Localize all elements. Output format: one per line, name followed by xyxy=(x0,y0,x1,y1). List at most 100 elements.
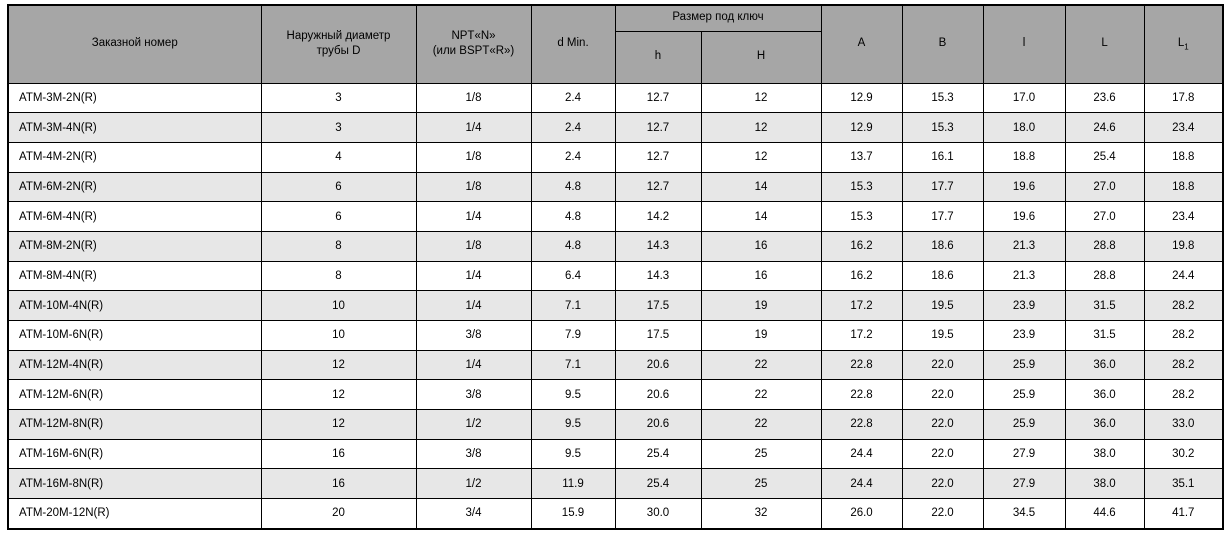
dimension-value-cell: 25.4 xyxy=(614,438,702,470)
dimension-value-cell: 1/2 xyxy=(415,468,532,500)
dimension-value-cell: 2.4 xyxy=(530,82,616,114)
dimension-value-cell: 36.0 xyxy=(1064,349,1145,381)
order-number-cell: ATM-10M-4N(R) xyxy=(7,290,262,321)
dimension-value-cell: 17.7 xyxy=(901,201,984,232)
dimension-value-cell: 17.5 xyxy=(614,290,702,321)
dimension-value-cell: 12.7 xyxy=(614,171,702,203)
dimension-value-cell: 12.9 xyxy=(820,112,903,143)
table-row: ATM-8M-4N(R) 8 1/4 6.4 14.3 16 16.2 18.6 21.3 28.… xyxy=(7,260,1224,292)
dimension-value-cell: 3/4 xyxy=(415,498,532,530)
dimension-value-cell: 19.6 xyxy=(982,171,1066,203)
dimension-value-cell: 22.0 xyxy=(901,468,984,500)
dimension-value-cell: 1/8 xyxy=(415,82,532,114)
dimension-value-cell: 36.0 xyxy=(1064,409,1145,440)
dimension-value-cell: 28.2 xyxy=(1143,379,1224,411)
table-header: Заказной номер Наружный диаметр трубы D … xyxy=(7,4,1224,84)
dimension-value-cell: 38.0 xyxy=(1064,468,1145,500)
order-number-cell: ATM-16M-8N(R) xyxy=(7,468,262,500)
table-row: ATM-20M-12N(R) 20 3/4 15.9 30.0 32 26.0 22.0 34.… xyxy=(7,498,1224,530)
header-b: B xyxy=(901,4,984,84)
dimension-value-cell: 22 xyxy=(700,409,822,440)
dimension-value-cell: 23.9 xyxy=(982,320,1066,351)
dimension-value-cell: 27.9 xyxy=(982,438,1066,470)
dimension-value-cell: 12 xyxy=(260,349,417,381)
table-row: ATM-3M-2N(R) 3 1/8 2.4 12.7 12 12.9 15.3 17.0 23.… xyxy=(7,82,1224,114)
dimension-value-cell: 26.0 xyxy=(820,498,903,530)
header-l1-subscript: 1 xyxy=(1184,42,1189,52)
dimension-value-cell: 6 xyxy=(260,171,417,203)
dimension-value-cell: 25.4 xyxy=(1064,141,1145,173)
dimension-value-cell: 31.5 xyxy=(1064,290,1145,321)
header-l-lowercase: l xyxy=(982,4,1066,84)
dimension-value-cell: 4.8 xyxy=(530,201,616,232)
dimension-value-cell: 44.6 xyxy=(1064,498,1145,530)
dimension-value-cell: 12 xyxy=(260,379,417,411)
dimension-value-cell: 24.4 xyxy=(820,438,903,470)
dimension-value-cell: 18.6 xyxy=(901,230,984,262)
dimension-value-cell: 17.2 xyxy=(820,290,903,321)
table-row: ATM-10M-6N(R) 10 3/8 7.9 17.5 19 17.2 19.5 23.9 3… xyxy=(7,320,1224,351)
dimension-value-cell: 16.1 xyxy=(901,141,984,173)
dimension-value-cell: 7.9 xyxy=(530,320,616,351)
dimension-value-cell: 14 xyxy=(700,201,822,232)
dimension-value-cell: 25 xyxy=(700,468,822,500)
dimension-value-cell: 10 xyxy=(260,320,417,351)
dimension-value-cell: 15.3 xyxy=(901,82,984,114)
fitting-dimensions-table: Заказной номер Наружный диаметр трубы D … xyxy=(7,4,1225,530)
dimension-value-cell: 22.8 xyxy=(820,349,903,381)
header-row-sub: h H xyxy=(8,30,1223,84)
dimension-value-cell: 22.8 xyxy=(820,379,903,411)
header-d-min: d Min. xyxy=(530,4,616,84)
header-wrench-size-group: Размер под ключ xyxy=(614,4,822,32)
order-number-cell: ATM-6M-4N(R) xyxy=(7,201,262,232)
dimension-value-cell: 22.0 xyxy=(901,349,984,381)
dimension-value-cell: 18.8 xyxy=(1143,171,1224,203)
dimension-value-cell: 18.8 xyxy=(1143,141,1224,173)
dimension-value-cell: 16.2 xyxy=(820,230,903,262)
dimension-value-cell: 6 xyxy=(260,201,417,232)
header-l1-base: L xyxy=(1177,37,1185,50)
dimension-value-cell: 19.5 xyxy=(901,320,984,351)
dimension-value-cell: 1/2 xyxy=(415,409,532,440)
header-l1: L1 xyxy=(1143,4,1224,84)
dimension-value-cell: 14 xyxy=(700,171,822,203)
header-row-top: Заказной номер Наружный диаметр трубы D … xyxy=(7,4,1224,84)
order-number-cell: ATM-16M-6N(R) xyxy=(7,438,262,470)
dimension-value-cell: 18.0 xyxy=(982,112,1066,143)
dimension-value-cell: 20.6 xyxy=(614,349,702,381)
order-number-cell: ATM-12M-4N(R) xyxy=(7,349,262,381)
dimension-value-cell: 27.0 xyxy=(1064,171,1145,203)
header-h-uppercase: H xyxy=(700,30,822,84)
dimension-value-cell: 14.3 xyxy=(614,260,702,292)
dimension-value-cell: 1/8 xyxy=(415,230,532,262)
header-a: A xyxy=(820,4,903,84)
table-body: ATM-3M-2N(R) 3 1/8 2.4 12.7 12 12.9 15.3 17.0 23.… xyxy=(7,82,1224,530)
table-row: ATM-16M-6N(R) 16 3/8 9.5 25.4 25 24.4 22.0 27.9 3… xyxy=(7,438,1224,470)
dimension-value-cell: 11.9 xyxy=(530,468,616,500)
dimension-value-cell: 15.3 xyxy=(820,201,903,232)
dimension-value-cell: 17.2 xyxy=(820,320,903,351)
dimension-value-cell: 16 xyxy=(260,438,417,470)
order-number-cell: ATM-8M-2N(R) xyxy=(7,230,262,262)
table-row: ATM-16M-8N(R) 16 1/2 11.9 25.4 25 24.4 22.0 27.9… xyxy=(7,468,1224,500)
dimension-value-cell: 12 xyxy=(700,141,822,173)
dimension-value-cell: 15.3 xyxy=(820,171,903,203)
dimension-value-cell: 22 xyxy=(700,379,822,411)
header-l-uppercase: L xyxy=(1064,4,1145,84)
dimension-value-cell: 12.7 xyxy=(614,141,702,173)
dimension-value-cell: 17.7 xyxy=(901,171,984,203)
dimension-value-cell: 41.7 xyxy=(1143,498,1224,530)
dimension-value-cell: 23.4 xyxy=(1143,112,1224,143)
dimension-value-cell: 22.0 xyxy=(901,409,984,440)
dimension-value-cell: 22.0 xyxy=(901,498,984,530)
dimension-value-cell: 19.6 xyxy=(982,201,1066,232)
dimension-value-cell: 9.5 xyxy=(530,438,616,470)
dimension-value-cell: 14.2 xyxy=(614,201,702,232)
dimension-value-cell: 3 xyxy=(260,112,417,143)
dimension-value-cell: 21.3 xyxy=(982,260,1066,292)
dimension-value-cell: 27.9 xyxy=(982,468,1066,500)
dimension-value-cell: 30.0 xyxy=(614,498,702,530)
dimension-value-cell: 13.7 xyxy=(820,141,903,173)
dimension-value-cell: 3/8 xyxy=(415,320,532,351)
